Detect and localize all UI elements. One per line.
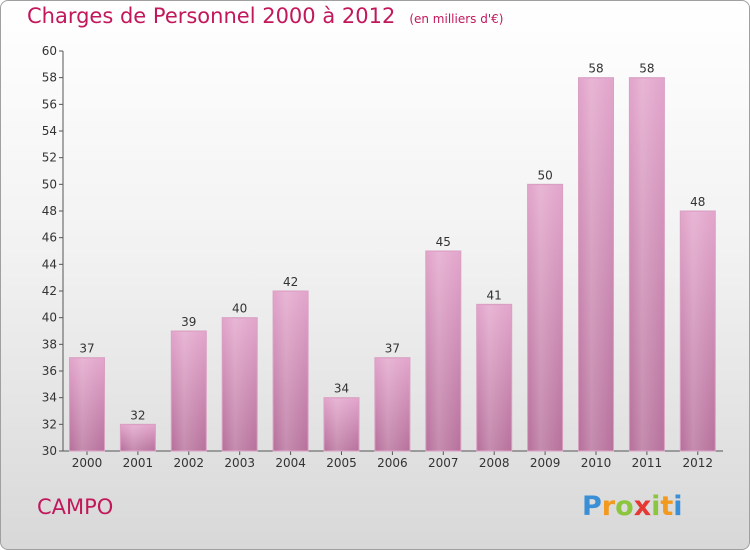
- y-tick-label: 42: [42, 284, 57, 298]
- x-tick-label: 2001: [123, 456, 154, 470]
- y-tick-label: 36: [42, 364, 57, 378]
- bar-shine: [326, 398, 357, 451]
- data-label-2011: 58: [639, 62, 654, 76]
- y-tick-label: 46: [42, 231, 57, 245]
- chart-subtitle: (en milliers d'€): [409, 12, 504, 26]
- title-block: Charges de Personnel 2000 à 2012 (en mill…: [27, 4, 503, 28]
- y-tick-label: 34: [42, 391, 57, 405]
- axes: 30 32 34 36 38 40 42 44 46 48 50 52 54 56 58 60 2000 2001…: [42, 44, 723, 470]
- y-tick-label: 60: [42, 44, 57, 58]
- x-tick-label: 2003: [224, 456, 255, 470]
- data-label-2005: 34: [334, 382, 349, 396]
- x-tick-label: 2004: [275, 456, 306, 470]
- y-tick-label: 58: [42, 71, 57, 85]
- data-label-2003: 40: [232, 302, 247, 316]
- bar-shine: [580, 78, 612, 452]
- data-label-2006: 37: [385, 342, 400, 356]
- data-labels: 37 32 39 40 42 34 37 45 41 50 58 58 48: [79, 62, 705, 423]
- y-tick-label: 44: [42, 257, 57, 271]
- data-label-2002: 39: [181, 315, 196, 329]
- x-tick-label: 2008: [479, 456, 510, 470]
- data-label-2007: 45: [436, 235, 451, 249]
- y-tick-label: 30: [42, 444, 57, 458]
- data-label-2010: 58: [588, 62, 603, 76]
- x-tick-label: 2010: [581, 456, 612, 470]
- data-label-2008: 41: [487, 288, 502, 302]
- x-tick-label: 2011: [632, 456, 663, 470]
- x-tick-label: 2007: [428, 456, 459, 470]
- x-tick-label: 2005: [326, 456, 357, 470]
- bar-shine: [122, 425, 154, 451]
- commune-name: CAMPO: [37, 495, 114, 519]
- data-label-2004: 42: [283, 275, 298, 289]
- y-tick-label: 48: [42, 204, 57, 218]
- bar-shine: [478, 305, 510, 451]
- data-label-2012: 48: [690, 195, 705, 209]
- chart-title: Charges de Personnel 2000 à 2012: [27, 4, 396, 28]
- x-tick-label: 2009: [530, 456, 561, 470]
- x-tick-label: 2006: [377, 456, 408, 470]
- y-tick-label: 32: [42, 417, 57, 431]
- bar-shine: [275, 292, 307, 451]
- y-tick-label: 56: [42, 97, 57, 111]
- bar-shine: [173, 332, 205, 451]
- bar-shine: [631, 78, 663, 452]
- bar-shine: [224, 318, 256, 451]
- y-tick-label: 54: [42, 124, 57, 138]
- y-tick-label: 40: [42, 311, 57, 325]
- y-tick-label: 52: [42, 151, 57, 165]
- x-tick-label: 2000: [72, 456, 103, 470]
- bar-shine: [376, 358, 408, 451]
- x-tick-label: 2012: [683, 456, 714, 470]
- x-tick-label: 2002: [174, 456, 205, 470]
- bar-shine: [682, 212, 714, 451]
- bars: [69, 77, 716, 452]
- data-label-2009: 50: [537, 168, 552, 182]
- data-label-2000: 37: [79, 342, 94, 356]
- bar-shine: [529, 185, 561, 452]
- bar-shine: [427, 252, 459, 451]
- data-label-2001: 32: [130, 408, 145, 422]
- y-tick-label: 38: [42, 337, 57, 351]
- y-tick-label: 50: [42, 177, 57, 191]
- proxiti-logo: Proxiti: [582, 491, 683, 522]
- bar-shine: [71, 358, 103, 451]
